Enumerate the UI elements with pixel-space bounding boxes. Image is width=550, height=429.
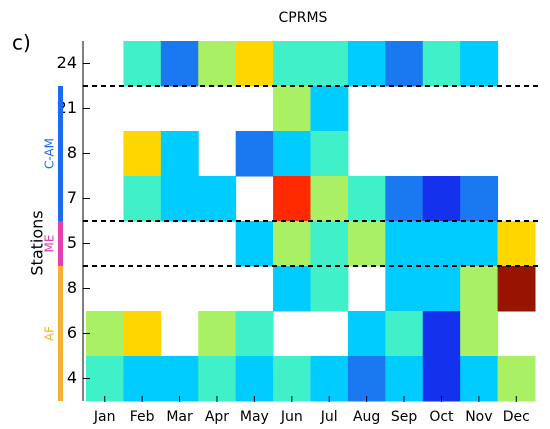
heat-cell [273,41,311,87]
y-tick-label: 6 [67,323,77,342]
heat-cell [310,86,349,132]
heat-cell [460,41,499,87]
y-tick-label: 24 [57,53,77,72]
heat-cell [86,311,124,357]
x-tick-label: Nov [465,409,492,425]
heat-cell [385,311,424,357]
heat-cell [422,311,461,357]
heat-cell [235,221,274,267]
group-label: AF [43,326,57,341]
x-tick-label: Mar [166,409,193,425]
heat-cell [198,311,237,357]
heat-cell [310,41,349,87]
heat-cell [198,176,237,222]
heat-cell [347,356,386,402]
heat-cell [310,356,349,402]
heat-cell [123,311,162,357]
x-tick-label: Jul [320,409,338,425]
x-tick-label: Aug [353,409,380,425]
panel-label: c) [12,31,31,55]
y-tick-label: 7 [67,188,77,207]
heat-cell [198,356,237,402]
heat-cell [497,221,536,267]
heat-cell [385,221,424,267]
heat-cell [422,356,461,402]
group-bar [58,266,63,401]
heat-cell [123,176,162,222]
group-label: C-AM [43,138,57,169]
heat-cell [310,131,349,177]
heat-cell [160,131,199,177]
x-tick-label: May [240,409,269,425]
heat-cell [123,356,162,402]
heat-cell [422,176,461,222]
heat-cell [385,266,424,312]
heat-cell [347,41,386,87]
heat-cell [235,311,274,357]
x-tick-label: Dec [503,409,530,425]
x-tick-label: Sep [391,409,418,425]
heat-cell [273,176,311,222]
x-tick-label: Jan [93,409,116,425]
y-axis-label: Stations [28,210,47,275]
heat-cell [310,221,349,267]
group-bar [58,86,63,221]
x-tick-label: Jun [280,409,303,425]
heat-cell [273,266,311,312]
heat-cell [123,41,162,87]
heat-cell [497,266,536,312]
y-tick-label: 5 [67,233,77,252]
heat-cell [347,221,386,267]
y-tick-label: 8 [67,143,77,162]
heat-cell [385,356,424,402]
heat-cell [385,176,424,222]
heat-cell [422,41,461,87]
heat-cell [460,221,499,267]
heat-cell [160,41,199,87]
heat-cell [460,311,499,357]
heat-cell [235,41,274,87]
heat-cell [273,221,311,267]
heat-cell [497,356,536,402]
heat-cell [310,176,349,222]
x-tick-label: Feb [130,409,155,425]
x-tick-label: Oct [429,409,454,425]
x-tick-label: Apr [205,409,229,425]
heat-cell [273,131,311,177]
heat-cell [422,266,461,312]
heat-cell [123,131,162,177]
heat-cell [198,41,237,87]
group-bar [58,221,63,266]
heat-cell [422,221,461,267]
heat-cell [86,356,124,402]
heat-cell [235,356,274,402]
group-label: ME [43,235,57,253]
heat-cell [273,356,311,402]
heat-cell [460,266,499,312]
heat-cell [385,41,424,87]
heat-cell [310,266,349,312]
heat-cell [160,176,199,222]
heat-cell [160,356,199,402]
y-tick-label: 4 [67,368,77,387]
heat-cell [347,176,386,222]
heat-cell [460,176,499,222]
heat-cell [460,356,499,402]
heat-cell [347,311,386,357]
heat-cell [273,86,311,132]
heat-cell [235,131,274,177]
chart-title: CPRMS [279,10,328,26]
y-tick-label: 8 [67,278,77,297]
